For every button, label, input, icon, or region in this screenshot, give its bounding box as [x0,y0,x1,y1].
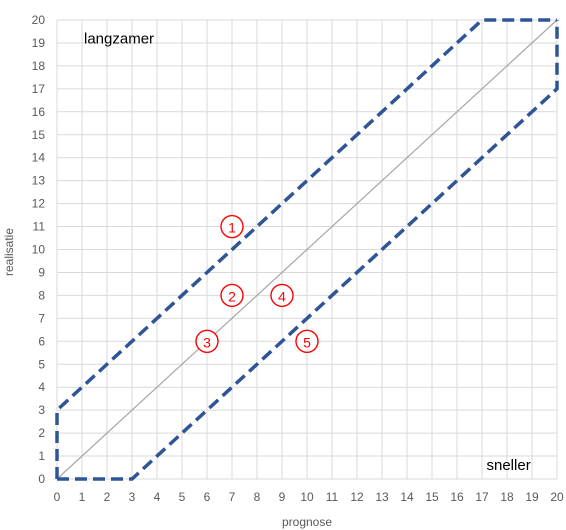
y-tick-label: 3 [38,403,45,417]
data-point-4: 4 [270,283,294,308]
data-point-label: 5 [303,334,311,350]
data-point-circle [195,329,219,353]
data-point-label: 3 [203,334,211,350]
x-tick-label: 19 [525,490,539,504]
y-tick-label: 15 [32,128,46,142]
data-point-circle [220,283,244,308]
x-tick-label: 15 [425,490,439,504]
annotation-sneller: sneller [487,457,531,474]
x-tick-label: 16 [450,490,464,504]
y-tick-label: 4 [38,380,45,394]
x-tick-label: 20 [550,490,564,504]
y-tick-label: 16 [32,105,46,119]
data-point-5: 5 [295,329,319,353]
x-tick-label: 9 [279,490,286,504]
x-tick-label: 6 [204,490,211,504]
x-tick-label: 11 [326,490,339,504]
y-tick-label: 19 [32,36,46,50]
x-axis-label: prognose [282,515,332,529]
annotation-langzamer: langzamer [84,30,154,47]
point-layer: 1 2 3 4 5 [195,214,319,353]
diagonal-line [56,19,558,480]
y-tick-label: 13 [32,174,46,188]
data-point-circle [220,214,244,239]
x-tick-label: 17 [475,490,489,504]
x-tick-label: 14 [400,490,414,504]
x-tick-label: 2 [104,490,111,504]
y-axis-label: realisatie [2,228,16,276]
x-tick-label: 10 [300,490,314,504]
x-tick-label: 18 [500,490,514,504]
x-tick-label: 7 [229,490,236,504]
data-point-label: 4 [278,288,286,304]
data-point-circle [270,283,294,308]
y-tick-label: 6 [38,334,45,348]
y-tick-label: 2 [38,426,45,440]
y-tick-label: 7 [38,311,45,325]
y-tick-label: 18 [32,59,46,73]
y-tick-label: 14 [32,151,46,165]
y-tick-label: 9 [38,265,45,279]
x-tick-label: 12 [350,490,364,504]
data-point-label: 1 [228,220,236,236]
y-tick-label: 11 [33,220,46,234]
line-layer [55,18,559,481]
y-tick-label: 8 [38,288,45,302]
y-tick-label: 20 [32,13,46,27]
y-tick-label: 0 [38,472,45,486]
y-tick-label: 10 [32,243,46,257]
y-tick-label: 12 [32,197,46,211]
x-tick-label: 13 [375,490,389,504]
lower-bound-line [57,20,559,481]
x-tick-label: 0 [54,490,61,504]
x-tick-label: 5 [179,490,186,504]
data-point-1: 1 [220,214,244,239]
x-tick-label: 4 [154,490,161,504]
data-point-circle [295,329,319,353]
data-point-2: 2 [220,283,244,308]
x-tick-label: 1 [79,490,86,504]
y-tick-label: 17 [32,82,46,96]
x-tick-label: 3 [129,490,136,504]
x-tick-label: 8 [254,490,261,504]
data-point-3: 3 [195,329,219,353]
data-point-label: 2 [228,288,236,304]
y-tick-label: 1 [38,449,45,463]
y-tick-label: 5 [38,357,45,371]
